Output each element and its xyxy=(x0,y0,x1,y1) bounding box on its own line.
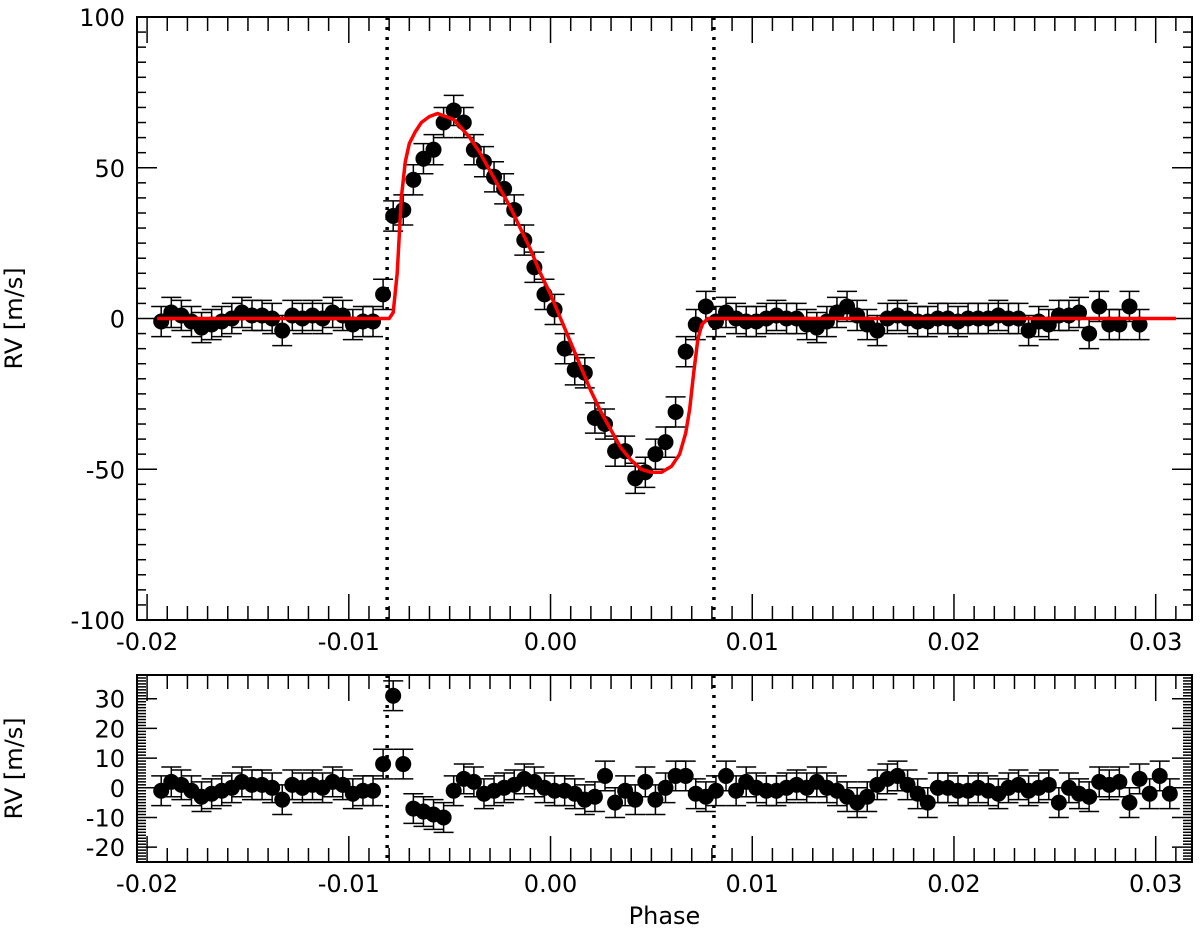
data-point xyxy=(1121,794,1138,811)
x-tick-label: 0.00 xyxy=(524,870,577,898)
data-point xyxy=(385,687,402,704)
y-tick-label: 20 xyxy=(94,715,125,743)
y-tick-label: 50 xyxy=(94,155,125,183)
x-tick-label: -0.01 xyxy=(318,870,380,898)
y-tick-label: 30 xyxy=(94,686,125,714)
data-point xyxy=(1121,298,1138,315)
data-point xyxy=(365,313,382,330)
data-point xyxy=(677,343,694,360)
x-axis-label: Phase xyxy=(629,902,701,930)
x-tick-label: 0.03 xyxy=(1129,870,1182,898)
data-point xyxy=(1131,316,1148,333)
y-tick-label: 10 xyxy=(94,745,125,773)
data-point xyxy=(556,340,573,357)
model-curve xyxy=(157,111,1176,475)
y-tick-label: -100 xyxy=(71,607,125,635)
data-point xyxy=(375,756,392,773)
x-tick-label: -0.01 xyxy=(318,628,380,656)
data-point xyxy=(445,782,462,799)
data-point xyxy=(657,779,674,796)
data-point xyxy=(1111,773,1128,790)
data-point xyxy=(1040,776,1057,793)
data-point xyxy=(647,446,664,463)
data-point xyxy=(1151,767,1168,784)
y-tick-label: 0 xyxy=(110,306,125,334)
data-point xyxy=(1081,788,1098,805)
x-tick-label: 0.01 xyxy=(726,628,779,656)
data-point xyxy=(869,322,886,339)
data-point xyxy=(718,767,735,784)
data-point xyxy=(919,794,936,811)
y-tick-label: -50 xyxy=(86,456,125,484)
x-tick-label: 0.00 xyxy=(524,628,577,656)
data-point xyxy=(365,782,382,799)
data-point xyxy=(586,788,603,805)
data-point xyxy=(707,782,724,799)
x-tick-label: 0.02 xyxy=(927,870,980,898)
data-point xyxy=(859,788,876,805)
x-tick-label: -0.02 xyxy=(116,628,178,656)
plot-frame xyxy=(136,674,1193,863)
data-point xyxy=(1071,304,1088,321)
x-tick-label: 0.01 xyxy=(726,870,779,898)
data-point xyxy=(596,767,613,784)
data-point xyxy=(1111,316,1128,333)
y-axis-label: RV [m/s] xyxy=(0,267,28,369)
x-tick-label: -0.02 xyxy=(116,870,178,898)
data-point xyxy=(264,779,281,796)
data-point xyxy=(435,809,452,826)
data-point xyxy=(395,756,412,773)
data-point xyxy=(465,773,482,790)
data-point xyxy=(1081,325,1098,342)
x-tick-label: 0.02 xyxy=(927,628,980,656)
data-point xyxy=(657,434,674,451)
data-point xyxy=(465,141,482,158)
rv-model-panel: -0.02 -0.01 0.00 0.01 0.02 0.03 -100 -50 0 50 100 R… xyxy=(0,4,1193,656)
data-point xyxy=(395,201,412,218)
data-point xyxy=(627,791,644,808)
data-point xyxy=(667,403,684,420)
y-tick-label: -10 xyxy=(86,804,125,832)
data-point xyxy=(496,180,513,197)
data-point xyxy=(375,286,392,303)
data-point xyxy=(1161,785,1178,802)
data-point xyxy=(1050,794,1067,811)
y-tick-label: -20 xyxy=(86,834,125,862)
data-point xyxy=(405,171,422,188)
data-point xyxy=(274,791,291,808)
data-point xyxy=(445,102,462,119)
data-point xyxy=(677,767,694,784)
y-tick-label: 0 xyxy=(110,775,125,803)
data-point xyxy=(697,298,714,315)
data-point xyxy=(647,791,664,808)
data-point xyxy=(1141,785,1158,802)
y-tick-label: 100 xyxy=(79,4,125,32)
x-tick-label: 0.03 xyxy=(1129,628,1182,656)
data-point xyxy=(425,141,442,158)
data-point xyxy=(1091,298,1108,315)
y-axis-label: RV [m/s] xyxy=(0,717,28,819)
data-point xyxy=(637,773,654,790)
data-point xyxy=(607,794,624,811)
data-point xyxy=(274,322,291,339)
data-point xyxy=(1131,770,1148,787)
